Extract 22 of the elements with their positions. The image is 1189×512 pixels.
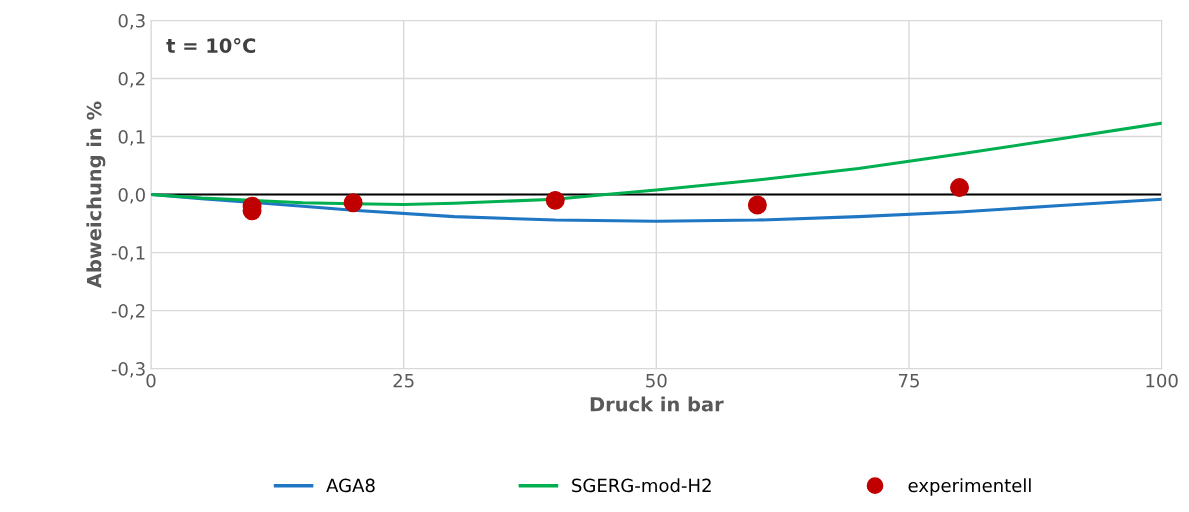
point <box>747 195 767 215</box>
y-tick-label: 0,2 <box>118 71 145 88</box>
point <box>343 193 363 213</box>
x-tick-label: 50 <box>646 373 667 388</box>
x-axis-title: Druck in bar <box>590 396 724 412</box>
point <box>950 178 970 198</box>
y-tick-label: -0,3 <box>111 362 145 378</box>
x-tick-label: 75 <box>898 374 919 388</box>
y-tick-label: 0,0 <box>118 188 145 204</box>
point <box>545 190 565 210</box>
x-tick-label: 100 <box>1146 373 1178 388</box>
x-tick-label: 0 <box>146 373 156 388</box>
legend-label: experimentell <box>908 478 1031 496</box>
legend-label: SGERG-mod-H2 <box>572 478 711 493</box>
x-tick-label: 25 <box>393 373 414 388</box>
y-tick-label: 0,1 <box>118 129 145 146</box>
y-tick-label: -0,2 <box>111 304 145 320</box>
y-axis-title: Abweichung in % <box>86 101 106 289</box>
annotation: t = 10°C <box>166 38 256 53</box>
y-tick-label: 0,3 <box>118 13 145 30</box>
y-tick-label: -0,1 <box>111 246 145 262</box>
legend-label: AGA8 <box>326 478 375 493</box>
